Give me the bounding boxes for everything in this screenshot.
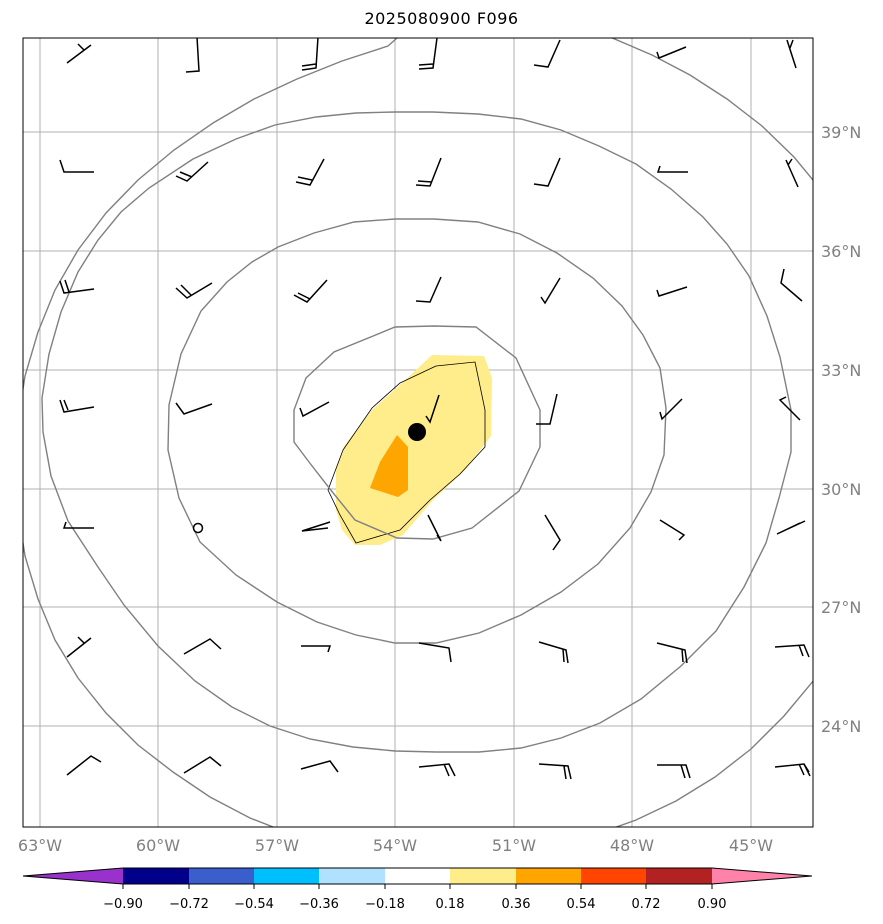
longitude-labels: 63°W 60°W 57°W 54°W 51°W 48°W 45°W	[18, 836, 773, 855]
lat-label: 27°N	[821, 598, 861, 617]
colorbar-segment	[646, 868, 712, 884]
wind-barbs	[59, 38, 811, 780]
lon-label: 57°W	[255, 836, 299, 855]
latitude-labels: 39°N 36°N 33°N 30°N 27°N 24°N	[821, 123, 861, 736]
storm-center-marker	[408, 423, 426, 441]
colorbar-segment	[319, 868, 385, 884]
colorbar-segment	[450, 868, 516, 884]
shaded-field	[327, 355, 492, 545]
orange-shading	[370, 435, 408, 497]
colorbar-tick-label: −0.36	[299, 897, 339, 912]
yellow-shading	[336, 355, 492, 545]
lat-label: 33°N	[821, 361, 861, 380]
lon-label: 63°W	[18, 836, 62, 855]
lon-label: 51°W	[492, 836, 536, 855]
colorbar-tick-label: 0.18	[436, 897, 465, 912]
lon-label: 48°W	[610, 836, 654, 855]
lon-label: 45°W	[729, 836, 773, 855]
colorbar-right-extension	[712, 868, 812, 884]
colorbar-segment	[516, 868, 581, 884]
plot-title: 2025080900 F096	[364, 9, 519, 28]
colorbar: −0.90 −0.72 −0.54 −0.36 −0.18 0.18 0.36 …	[22, 867, 813, 912]
thin-contour	[327, 361, 486, 544]
colorbar-segment	[385, 868, 450, 884]
colorbar-tick-label: 0.54	[567, 897, 596, 912]
map-frame	[22, 37, 814, 828]
lon-label: 54°W	[373, 836, 417, 855]
pressure-contours	[23, 38, 813, 827]
lat-label: 30°N	[821, 480, 861, 499]
colorbar-segment	[581, 868, 646, 884]
lat-label: 39°N	[821, 123, 861, 142]
colorbar-tick-label: 0.72	[632, 897, 661, 912]
colorbar-tick-label: 0.36	[502, 897, 531, 912]
colorbar-segment	[189, 868, 254, 884]
colorbar-segment	[123, 868, 189, 884]
colorbar-tick-label: −0.54	[234, 897, 274, 912]
open-circle-marker	[192, 522, 204, 534]
colorbar-tick-label: 0.90	[698, 897, 727, 912]
colorbar-tick-label: −0.90	[103, 897, 143, 912]
lat-label: 24°N	[821, 717, 861, 736]
lat-label: 36°N	[821, 242, 861, 261]
colorbar-tick-label: −0.72	[169, 897, 209, 912]
colorbar-tick-label: −0.18	[365, 897, 405, 912]
lon-label: 60°W	[136, 836, 180, 855]
colorbar-segment	[254, 868, 319, 884]
colorbar-left-extension	[23, 868, 123, 884]
